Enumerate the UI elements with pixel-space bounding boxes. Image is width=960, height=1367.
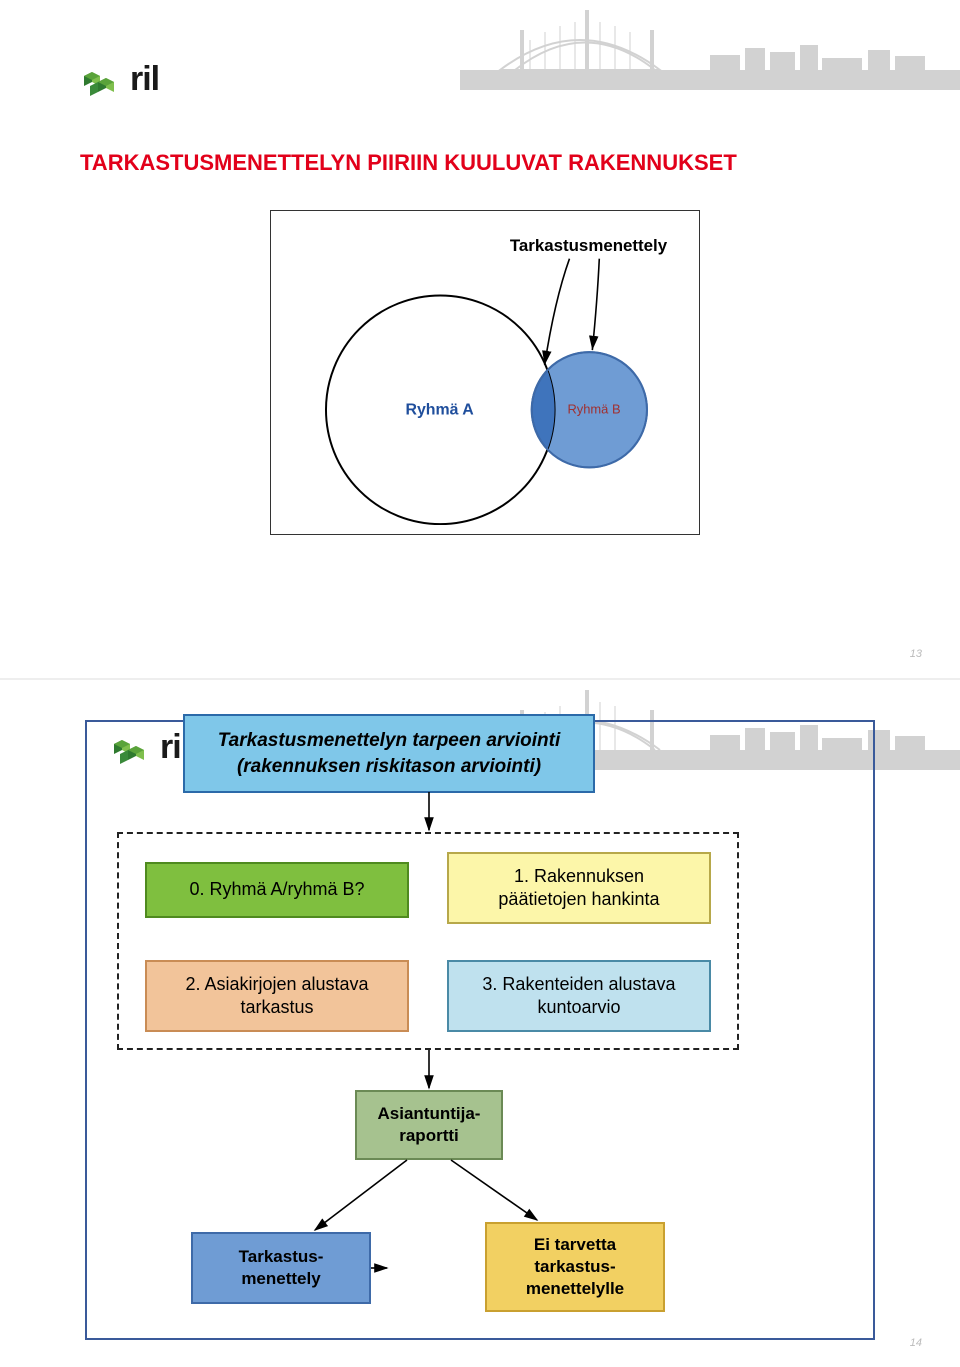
flowchart-outer-box: Tarkastusmenettelyn tarpeen arviointi (r… (85, 720, 875, 1340)
node-6-ei-tarvetta: Ei tarvetta tarkastus- menettelylle (485, 1222, 665, 1312)
slide-1: ril TARKASTUSMENETTELYN PIIRIIN KUULUVAT… (0, 0, 960, 680)
header-silhouette (460, 0, 960, 90)
node-2-l1: 2. Asiakirjojen alustava (185, 974, 368, 994)
node-3-l2: kuntoarvio (537, 997, 620, 1017)
node-0-ryhma: 0. Ryhmä A/ryhmä B? (145, 862, 409, 918)
slide-2: ril Tarkastusmenettelyn tarpeen arvioint… (0, 680, 960, 1367)
ril-logo: ril (80, 60, 159, 99)
node-1-l1: 1. Rakennuksen (514, 866, 644, 886)
node-6-l1: Ei tarvetta (534, 1235, 616, 1254)
flow-header-line2: (rakennuksen riskitason arviointi) (237, 756, 541, 777)
node-2-l2: tarkastus (240, 997, 313, 1017)
circle-b-label: Ryhmä B (567, 402, 620, 417)
node-4-l1: Asiantuntija- (378, 1104, 481, 1123)
arrow-to-b (592, 259, 599, 350)
node-4-l2: raportti (399, 1126, 459, 1145)
node-5-tarkastus: Tarkastus- menettely (191, 1232, 371, 1304)
venn-diagram-box: Ryhmä A Ryhmä B Tarkastusmenettely (270, 210, 700, 535)
node-6-l2: tarkastus- (534, 1257, 615, 1276)
flow-header-box: Tarkastusmenettelyn tarpeen arviointi (r… (183, 714, 595, 793)
node-5-l2: menettely (241, 1269, 320, 1288)
node-1-l2: päätietojen hankinta (498, 889, 659, 909)
ril-logo-text: ril (130, 60, 159, 99)
slide1-title: TARKASTUSMENETTELYN PIIRIIN KUULUVAT RAK… (80, 150, 737, 176)
flow-header-line1: Tarkastusmenettelyn tarpeen arviointi (218, 730, 560, 751)
node-1-paatiedot: 1. Rakennuksen päätietojen hankinta (447, 852, 711, 924)
node-4-raportti: Asiantuntija- raportti (355, 1090, 503, 1160)
arrow-to-lens (545, 259, 570, 365)
node-3-l1: 3. Rakenteiden alustava (482, 974, 675, 994)
ril-logo-mark-icon (80, 62, 124, 98)
node-3-kuntoarvio: 3. Rakenteiden alustava kuntoarvio (447, 960, 711, 1032)
node-6-l3: menettelylle (526, 1279, 624, 1298)
page-number-2: 14 (910, 1337, 922, 1349)
top-label: Tarkastusmenettely (510, 236, 668, 255)
circle-a-label: Ryhmä A (405, 402, 474, 419)
node-0-text: 0. Ryhmä A/ryhmä B? (189, 878, 364, 901)
node-5-l1: Tarkastus- (239, 1247, 324, 1266)
page-number-1: 13 (910, 648, 922, 660)
node-2-asiakirjat: 2. Asiakirjojen alustava tarkastus (145, 960, 409, 1032)
